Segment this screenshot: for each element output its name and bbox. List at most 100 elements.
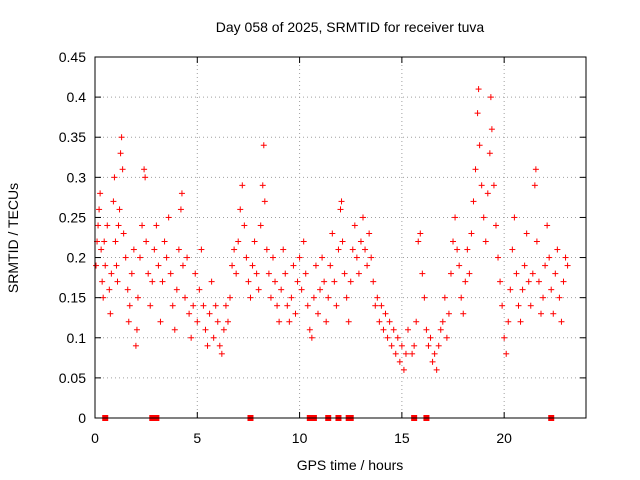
data-point xyxy=(521,262,528,269)
data-point xyxy=(509,246,516,253)
data-point xyxy=(171,326,178,333)
data-point xyxy=(329,230,336,237)
data-point xyxy=(139,222,146,229)
data-point xyxy=(370,278,377,285)
data-point xyxy=(544,222,551,229)
data-point xyxy=(353,254,360,261)
data-point xyxy=(263,246,270,253)
data-point xyxy=(503,350,510,357)
data-point xyxy=(535,278,542,285)
x-tick-labels: 0 5 10 15 20 xyxy=(91,430,512,446)
x-tick-label: 5 xyxy=(193,430,201,446)
data-point xyxy=(450,238,457,245)
data-point xyxy=(552,270,559,277)
data-point xyxy=(314,310,321,317)
data-point xyxy=(492,222,499,229)
y-axis-label: SRMTID / TECUs xyxy=(5,183,21,293)
chart-title: Day 058 of 2025, SRMTID for receiver tuv… xyxy=(216,19,485,35)
data-point xyxy=(554,246,561,253)
data-point xyxy=(476,142,483,149)
data-point xyxy=(292,310,299,317)
data-point xyxy=(341,270,348,277)
data-point xyxy=(267,294,274,301)
data-point xyxy=(116,206,123,213)
data-point xyxy=(298,286,305,293)
data-point xyxy=(101,238,108,245)
x-tick-label: 15 xyxy=(394,430,410,446)
data-point xyxy=(529,270,536,277)
data-point xyxy=(335,246,342,253)
data-point xyxy=(204,342,211,349)
data-point xyxy=(531,182,538,189)
data-point xyxy=(558,318,565,325)
data-point xyxy=(386,318,393,325)
data-point xyxy=(431,350,438,357)
data-point xyxy=(134,294,141,301)
data-point xyxy=(343,294,350,301)
data-point xyxy=(523,230,530,237)
data-point xyxy=(497,278,504,285)
data-point xyxy=(159,278,166,285)
data-point xyxy=(114,278,121,285)
y-tick-label: 0.2 xyxy=(67,250,87,266)
data-point xyxy=(151,246,158,253)
data-point xyxy=(175,246,182,253)
data-point xyxy=(112,238,119,245)
data-point xyxy=(437,326,444,333)
data-point xyxy=(347,278,354,285)
data-point xyxy=(372,302,379,309)
data-point xyxy=(255,286,262,293)
data-point xyxy=(319,254,326,261)
data-point xyxy=(107,310,114,317)
data-point xyxy=(124,286,131,293)
data-point xyxy=(145,270,152,277)
data-point xyxy=(113,262,120,269)
data-point xyxy=(429,358,436,365)
x-axis-label: GPS time / hours xyxy=(297,457,404,473)
data-point xyxy=(96,206,103,213)
data-point xyxy=(224,318,231,325)
data-point xyxy=(169,302,176,309)
data-point xyxy=(200,302,207,309)
data-point xyxy=(308,334,315,341)
data-point xyxy=(216,342,223,349)
data-point xyxy=(280,246,287,253)
data-point xyxy=(245,278,252,285)
y-tick-label: 0.15 xyxy=(59,290,86,306)
data-point xyxy=(470,198,477,205)
data-point xyxy=(239,182,246,189)
data-point xyxy=(192,270,199,277)
data-point xyxy=(480,214,487,221)
data-point xyxy=(157,318,164,325)
data-point xyxy=(546,254,553,261)
data-point xyxy=(425,342,432,349)
data-point xyxy=(284,302,291,309)
y-tick-label: 0 xyxy=(78,410,86,426)
data-point xyxy=(120,230,127,237)
data-point xyxy=(269,254,276,261)
data-point xyxy=(542,262,549,269)
data-point xyxy=(396,358,403,365)
data-point xyxy=(167,270,174,277)
data-point xyxy=(142,174,149,181)
data-point xyxy=(427,334,434,341)
data-point xyxy=(249,262,256,269)
data-point xyxy=(409,350,416,357)
data-point xyxy=(296,254,303,261)
data-point xyxy=(218,350,225,357)
data-point xyxy=(126,302,133,309)
data-point xyxy=(137,254,144,261)
data-point xyxy=(253,270,260,277)
data-point xyxy=(411,342,418,349)
data-point xyxy=(196,286,203,293)
data-point xyxy=(231,246,238,253)
data-point xyxy=(312,262,319,269)
data-point xyxy=(351,222,358,229)
data-point xyxy=(452,214,459,221)
data-point xyxy=(362,246,369,253)
data-point xyxy=(257,222,264,229)
data-point xyxy=(233,270,240,277)
data-point xyxy=(445,310,452,317)
data-point xyxy=(413,318,420,325)
data-point xyxy=(415,238,422,245)
